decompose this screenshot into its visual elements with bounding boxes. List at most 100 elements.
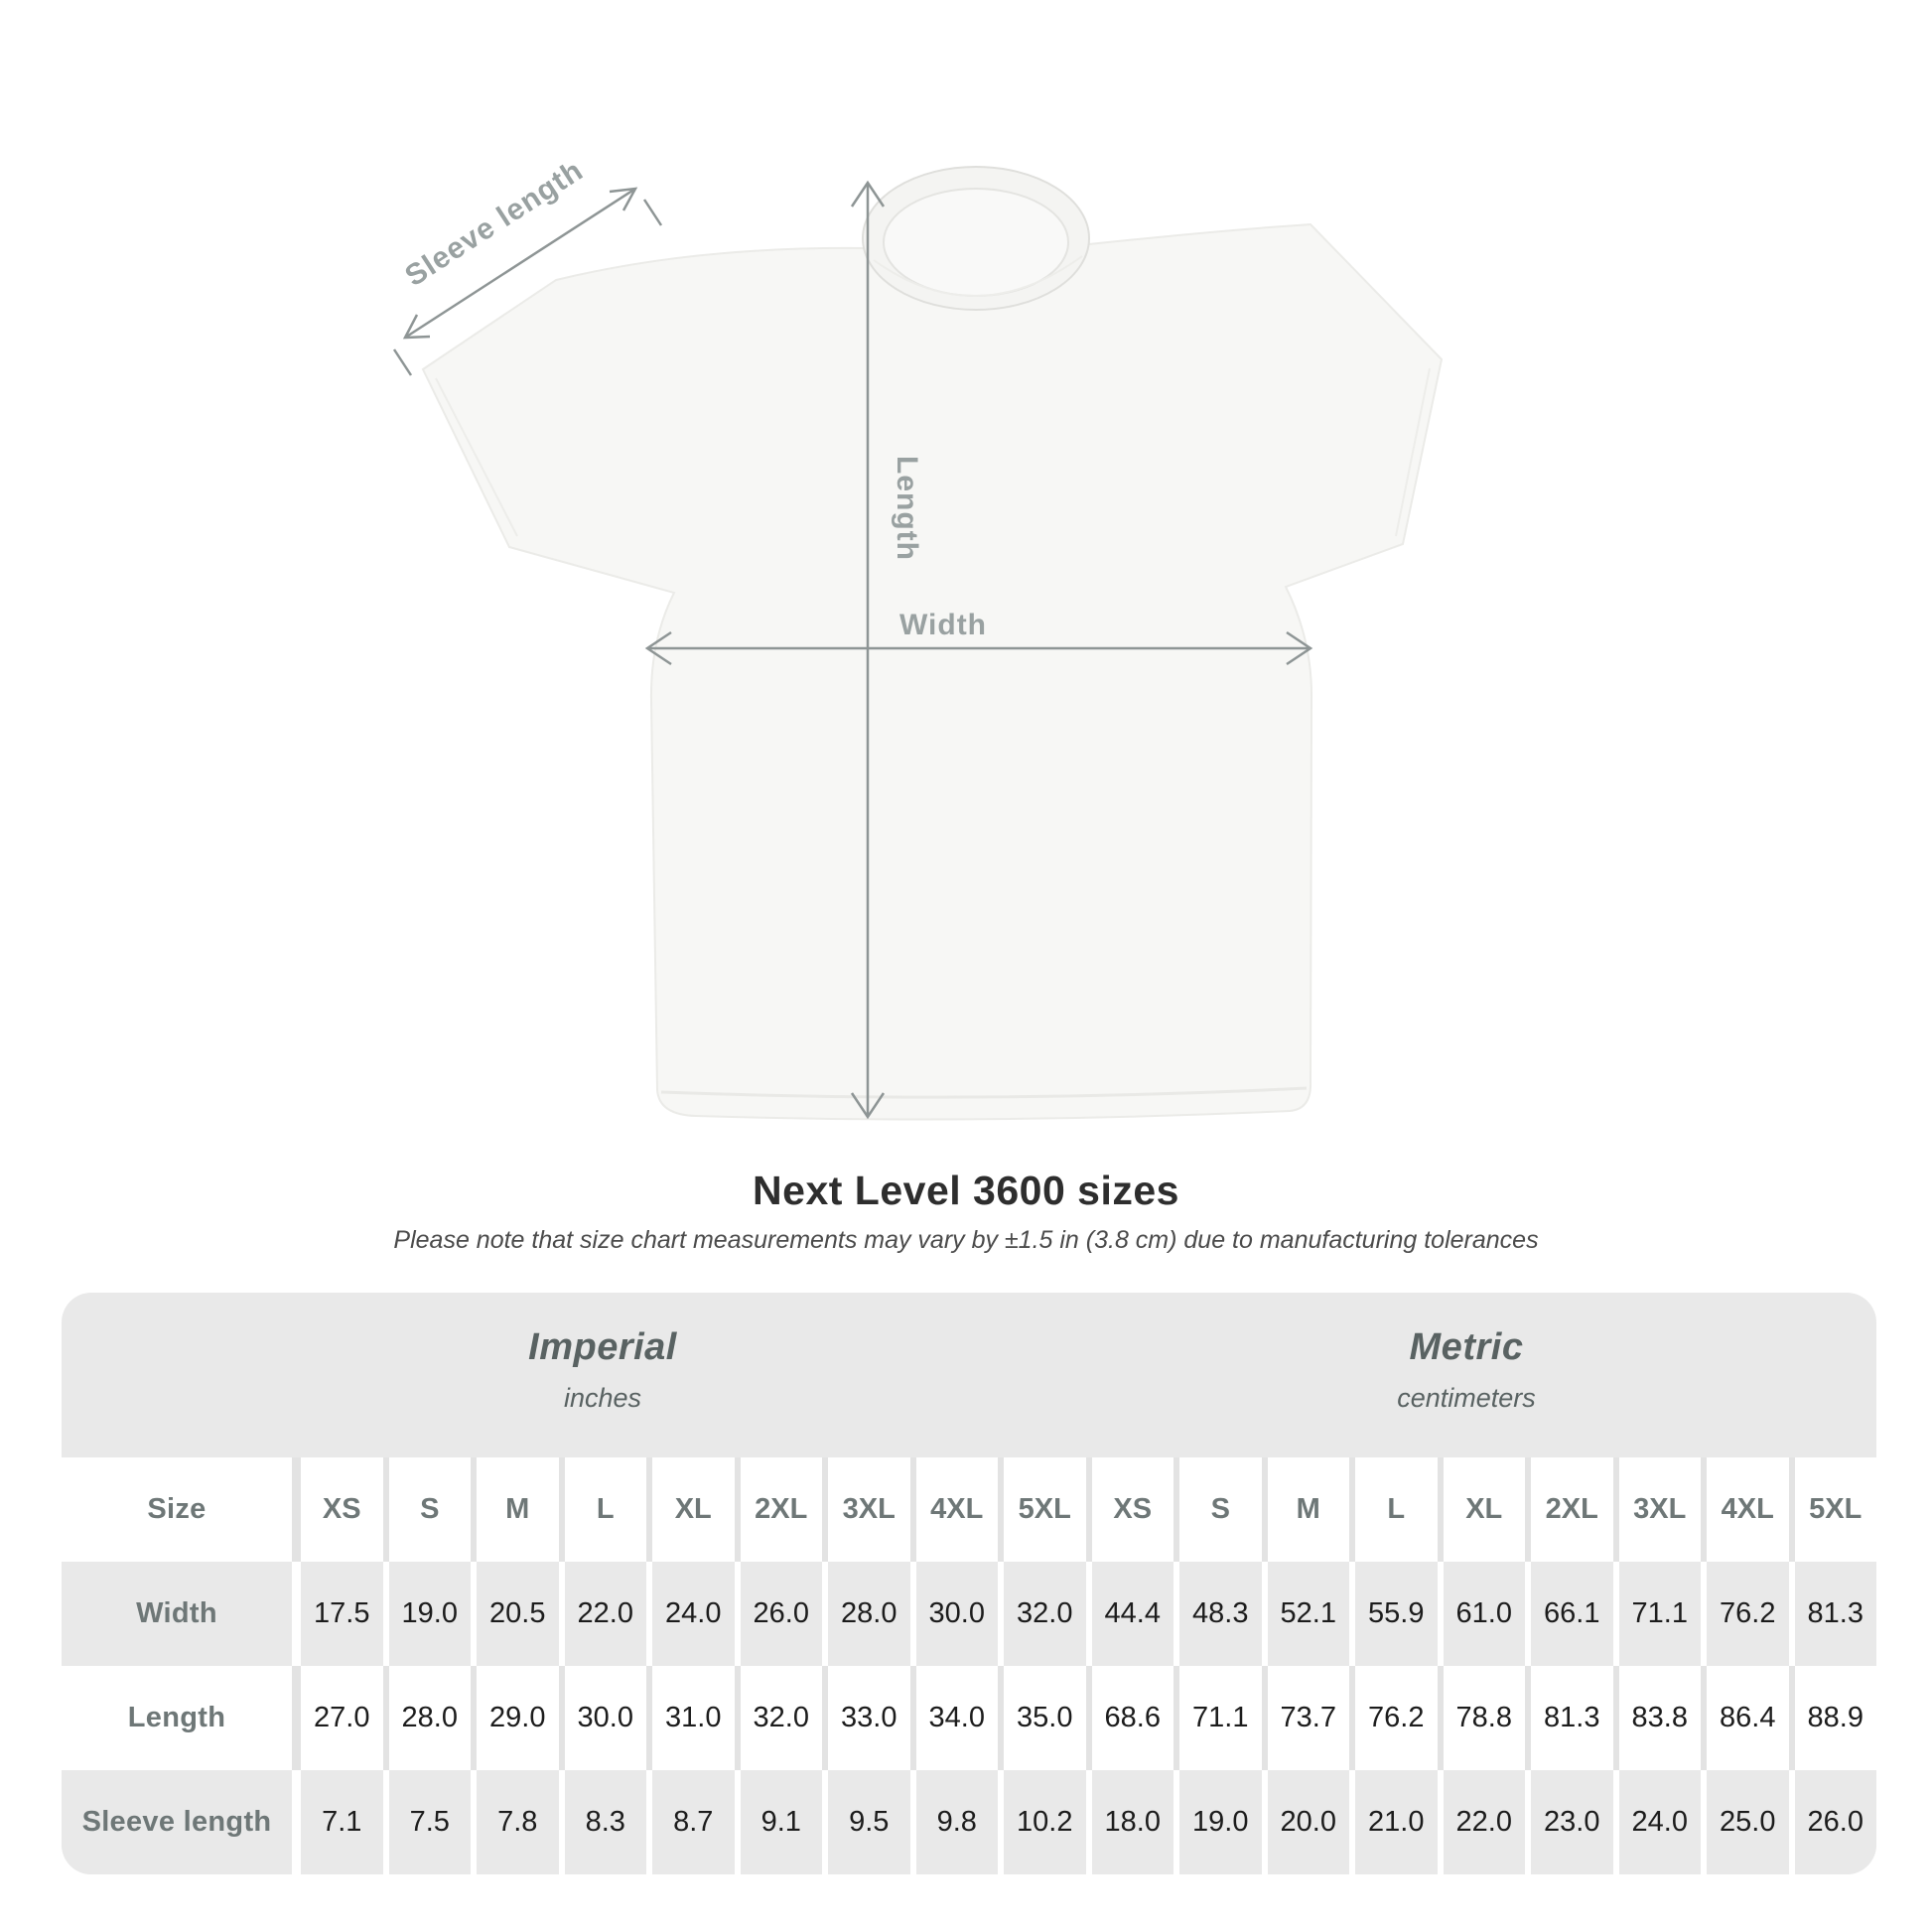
table-cell: 7.8	[471, 1770, 559, 1874]
size-chart-card: Imperial inches Metric centimeters Size …	[62, 1293, 1876, 1874]
row-label: Length	[127, 1702, 226, 1733]
metric-header: Metric centimeters	[1397, 1326, 1536, 1414]
size-col-header: 3XL	[822, 1457, 910, 1562]
table-cell: 81.3	[1525, 1666, 1613, 1770]
width-label: Width	[899, 609, 987, 641]
table-cell: 9.1	[734, 1770, 823, 1874]
left-cuff-seam	[435, 377, 518, 537]
size-col-header: M	[1261, 1457, 1350, 1562]
table-cell: 35.0	[998, 1666, 1086, 1770]
table-cell: 26.0	[734, 1562, 823, 1666]
table-cell: 86.4	[1701, 1666, 1789, 1770]
table-cell: 33.0	[822, 1666, 910, 1770]
table-cell: 25.0	[1701, 1770, 1789, 1874]
tshirt-body	[421, 167, 1444, 1121]
size-col-header: M	[471, 1457, 559, 1562]
table-cell: 83.8	[1612, 1666, 1702, 1770]
table-cell: 32.0	[734, 1666, 823, 1770]
table-cell: 22.0	[1437, 1770, 1526, 1874]
size-col-header: 4XL	[909, 1457, 999, 1562]
row-label: Width	[136, 1597, 217, 1629]
unit-header: Imperial inches Metric centimeters	[62, 1293, 1876, 1457]
imperial-unit: inches	[563, 1383, 642, 1413]
page-title: Next Level 3600 sizes	[753, 1168, 1179, 1213]
table-cell: 8.7	[646, 1770, 735, 1874]
table-cell: 27.0	[292, 1666, 383, 1770]
table-cell: 20.5	[471, 1562, 559, 1666]
table-cell: 19.0	[1173, 1770, 1262, 1874]
table-cell: 29.0	[471, 1666, 559, 1770]
table-cell: 52.1	[1261, 1562, 1350, 1666]
table-cell: 20.0	[1261, 1770, 1350, 1874]
size-col-header: L	[558, 1457, 647, 1562]
table-row-width: Width 17.5 19.0 20.5 22.0 24.0 26.0 28.0…	[62, 1562, 1876, 1666]
table-cell: 48.3	[1173, 1562, 1262, 1666]
table-cell: 31.0	[646, 1666, 735, 1770]
size-col-header: XS	[292, 1457, 383, 1562]
size-col-header: 2XL	[1525, 1457, 1613, 1562]
table-cell: 24.0	[646, 1562, 735, 1666]
table-cell: 66.1	[1525, 1562, 1613, 1666]
table-cell: 34.0	[909, 1666, 999, 1770]
size-col-header: XS	[1085, 1457, 1174, 1562]
table-cell: 44.4	[1085, 1562, 1174, 1666]
size-col-header: 5XL	[1788, 1457, 1877, 1562]
size-col-header: XL	[1437, 1457, 1526, 1562]
length-label: Length	[891, 456, 923, 561]
size-col-header: 4XL	[1701, 1457, 1789, 1562]
table-cell: 28.0	[822, 1562, 910, 1666]
page-subtitle: Please note that size chart measurements…	[393, 1226, 1539, 1254]
table-cell: 18.0	[1085, 1770, 1174, 1874]
table-row-sleeve-length: Sleeve length 7.1 7.5 7.8 8.3 8.7 9.1 9.…	[62, 1770, 1876, 1874]
metric-unit: centimeters	[1397, 1383, 1536, 1413]
table-cell: 30.0	[909, 1562, 999, 1666]
right-cuff-seam	[1395, 367, 1431, 537]
size-col-header: S	[382, 1457, 472, 1562]
table-cell: 28.0	[382, 1666, 472, 1770]
size-col-header: XL	[646, 1457, 735, 1562]
table-cell: 21.0	[1349, 1770, 1438, 1874]
table-cell: 26.0	[1788, 1770, 1877, 1874]
imperial-title: Imperial	[528, 1326, 677, 1368]
width-arrow	[644, 630, 1313, 666]
size-col-header: L	[1349, 1457, 1438, 1562]
size-header-label: Size	[147, 1493, 207, 1525]
size-col-header: 5XL	[998, 1457, 1086, 1562]
table-cell: 71.1	[1173, 1666, 1262, 1770]
table-cell: 19.0	[382, 1562, 472, 1666]
size-col-header: 3XL	[1612, 1457, 1702, 1562]
table-cell: 76.2	[1701, 1562, 1789, 1666]
sleeve-length-arrow	[392, 187, 663, 376]
sleeve-length-label: Sleeve length	[399, 154, 589, 293]
table-cell: 81.3	[1788, 1562, 1877, 1666]
table-cell: 9.8	[909, 1770, 999, 1874]
table-cell: 78.8	[1437, 1666, 1526, 1770]
table-cell: 17.5	[292, 1562, 383, 1666]
collar-seam	[873, 255, 1083, 297]
table-cell: 22.0	[558, 1562, 647, 1666]
table-cell: 55.9	[1349, 1562, 1438, 1666]
imperial-header: Imperial inches	[528, 1326, 677, 1414]
table-cell: 68.6	[1085, 1666, 1174, 1770]
size-col-header: 2XL	[734, 1457, 823, 1562]
table-cell: 8.3	[558, 1770, 647, 1874]
table-row-length: Length 27.0 28.0 29.0 30.0 31.0 32.0 33.…	[62, 1666, 1876, 1770]
tshirt-illustration	[421, 166, 1444, 1121]
table-cell: 7.1	[292, 1770, 383, 1874]
length-arrow	[850, 180, 886, 1120]
hem-seam	[660, 1086, 1308, 1099]
table-header-row: Size XS S M L XL 2XL 3XL 4XL 5XL XS S M …	[62, 1457, 1876, 1562]
heading-block: Next Level 3600 sizes Please note that s…	[0, 1168, 1932, 1255]
table-cell: 7.5	[382, 1770, 472, 1874]
table-cell: 71.1	[1612, 1562, 1702, 1666]
row-label: Sleeve length	[81, 1806, 272, 1838]
table-cell: 61.0	[1437, 1562, 1526, 1666]
size-col-header: S	[1173, 1457, 1262, 1562]
table-cell: 10.2	[998, 1770, 1086, 1874]
size-table: Size XS S M L XL 2XL 3XL 4XL 5XL XS S M …	[62, 1457, 1876, 1874]
table-cell: 32.0	[998, 1562, 1086, 1666]
metric-title: Metric	[1409, 1326, 1524, 1368]
table-cell: 30.0	[558, 1666, 647, 1770]
